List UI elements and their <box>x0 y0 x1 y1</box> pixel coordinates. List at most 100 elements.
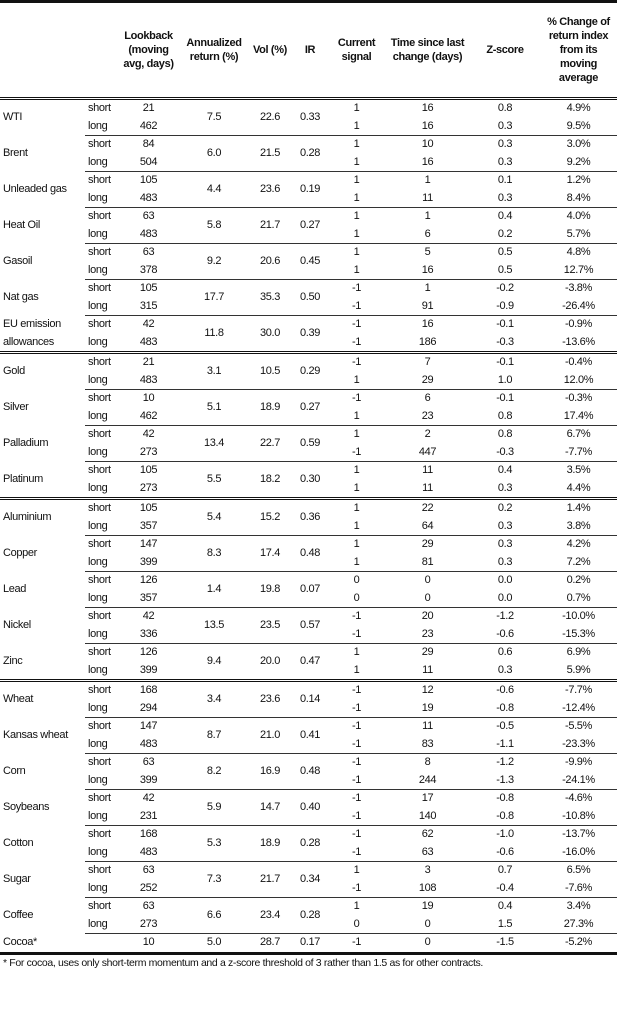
vol-cell: 20.6 <box>248 243 292 280</box>
vol-cell: 20.0 <box>248 643 292 681</box>
z-score-cell: 0.4 <box>470 461 540 480</box>
ir-cell: 0.59 <box>292 425 328 462</box>
signal-cell: 1 <box>353 263 360 276</box>
pct-change-cell: -5.5% <box>540 717 617 736</box>
time-since-change-cell: 0 <box>385 571 470 590</box>
lookback-cell: 10 <box>117 933 180 955</box>
pct-change-cell: -16.0% <box>562 845 595 858</box>
horizon-label: short <box>85 861 117 880</box>
commodity-name: Soybeans <box>3 800 50 813</box>
table-row: long 315 -1 91 -0.9 -26.4% <box>0 298 617 316</box>
pct-change-cell: -23.3% <box>562 737 595 750</box>
signal-cell: 1 <box>353 555 360 568</box>
lookback-cell: 63 <box>117 243 180 262</box>
z-score-cell: 0.8 <box>497 102 513 114</box>
table-row: long 294 -1 19 -0.8 -12.4% <box>0 700 617 718</box>
lookback-cell: 399 <box>139 773 158 786</box>
time-since-change-cell: 10 <box>385 135 470 154</box>
signal-cell: -1 <box>328 933 385 955</box>
lookback-cell: 21 <box>117 351 180 372</box>
lookback-cell: 483 <box>139 373 158 386</box>
z-score-cell: 0.6 <box>470 643 540 662</box>
horizon-label: long <box>88 519 108 532</box>
time-since-change-cell: 20 <box>385 607 470 626</box>
table-row: long 273 0 0 1.5 27.3% <box>0 916 617 934</box>
time-since-change-cell: 62 <box>385 825 470 844</box>
vol-cell: 21.0 <box>248 717 292 754</box>
ir-cell: 0.50 <box>292 279 328 316</box>
signal-cell: 1 <box>353 227 360 240</box>
time-since-change-cell: 11 <box>422 481 433 494</box>
z-score-cell: 0.3 <box>497 481 513 494</box>
z-score-cell: -0.1 <box>470 389 540 408</box>
commodity-name: Cotton <box>3 836 34 849</box>
commodity-name: Nickel <box>3 618 31 631</box>
horizon-label: short <box>85 171 117 190</box>
horizon-label: long <box>88 445 108 458</box>
time-since-change-cell: 2 <box>385 425 470 444</box>
lookback-cell: 21 <box>142 102 155 114</box>
table-row: long 273 -1 447 -0.3 -7.7% <box>0 444 617 462</box>
time-since-change-cell: 140 <box>418 809 437 822</box>
annualized-return-cell: 6.6 <box>180 897 248 934</box>
vol-cell: 23.5 <box>248 607 292 644</box>
signal-cell: 1 <box>328 461 385 480</box>
z-score-cell: 0.0 <box>470 571 540 590</box>
lookback-cell: 63 <box>117 861 180 880</box>
commodity-name: Silver <box>3 400 29 413</box>
z-score-cell: 0.8 <box>497 409 513 422</box>
horizon-label: short <box>85 753 117 772</box>
signal-cell: -1 <box>328 789 385 808</box>
lookback-cell: 399 <box>139 663 158 676</box>
annualized-return-cell: 11.8 <box>180 315 248 353</box>
commodity-name: Copper <box>3 546 37 559</box>
annualized-return-cell: 7.3 <box>180 861 248 898</box>
signal-cell: 1 <box>353 373 360 386</box>
signal-cell: -1 <box>351 445 362 458</box>
table-row: Coffee short 63 6.6 23.4 0.28 1 19 0.4 3.4% <box>0 897 617 934</box>
lookback-cell: 168 <box>117 825 180 844</box>
pct-change-cell: 8.4% <box>566 191 591 204</box>
signal-cell: 1 <box>353 519 360 532</box>
table-row: Brent short 84 6.0 21.5 0.28 1 10 0.3 3.0% <box>0 135 617 172</box>
signal-cell: -1 <box>351 627 362 640</box>
horizon-label: short <box>85 279 117 298</box>
signal-cell: 1 <box>353 155 360 168</box>
time-since-change-cell: 23 <box>421 627 434 640</box>
annualized-return-cell: 5.5 <box>180 461 248 499</box>
z-score-cell: -0.2 <box>470 279 540 298</box>
lookback-cell: 483 <box>139 191 158 204</box>
signal-cell: 1 <box>328 897 385 916</box>
horizon-label: long <box>88 737 108 750</box>
signal-cell: -1 <box>328 679 385 700</box>
ir-cell: 0.17 <box>292 933 328 955</box>
pct-change-cell: -7.7% <box>540 679 617 700</box>
time-since-change-cell: 81 <box>421 555 434 568</box>
commodity-name: EU emission <box>3 317 61 330</box>
time-since-change-cell: 244 <box>418 773 437 786</box>
header-name <box>0 2 85 99</box>
horizon-label: long <box>88 555 108 568</box>
ir-cell: 0.41 <box>292 717 328 754</box>
signal-cell: -1 <box>351 701 362 714</box>
table-row: long 399 1 11 0.3 5.9% <box>0 662 617 681</box>
table-row: long 483 1 6 0.2 5.7% <box>0 226 617 244</box>
z-score-cell: -1.0 <box>470 825 540 844</box>
annualized-return-cell: 17.7 <box>180 279 248 316</box>
commodity-name: Platinum <box>3 472 43 485</box>
horizon-label: short <box>85 607 117 626</box>
z-score-cell: -0.9 <box>496 299 514 312</box>
horizon-label: short <box>85 243 117 262</box>
time-since-change-cell: 1 <box>385 171 470 190</box>
horizon-label: long <box>88 227 108 240</box>
table-row: long 252 -1 108 -0.4 -7.6% <box>0 880 617 898</box>
ir-cell: 0.29 <box>292 351 328 390</box>
z-score-cell: 1.5 <box>497 917 513 930</box>
header-row: Lookback (moving avg, days) Annualized r… <box>0 1 617 99</box>
footnote: * For cocoa, uses only short-term moment… <box>3 956 483 969</box>
lookback-cell: 231 <box>139 809 158 822</box>
lookback-cell: 147 <box>117 535 180 554</box>
z-score-cell: -1.3 <box>496 773 514 786</box>
lookback-cell: 63 <box>117 897 180 916</box>
z-score-cell: 0.3 <box>497 519 513 532</box>
